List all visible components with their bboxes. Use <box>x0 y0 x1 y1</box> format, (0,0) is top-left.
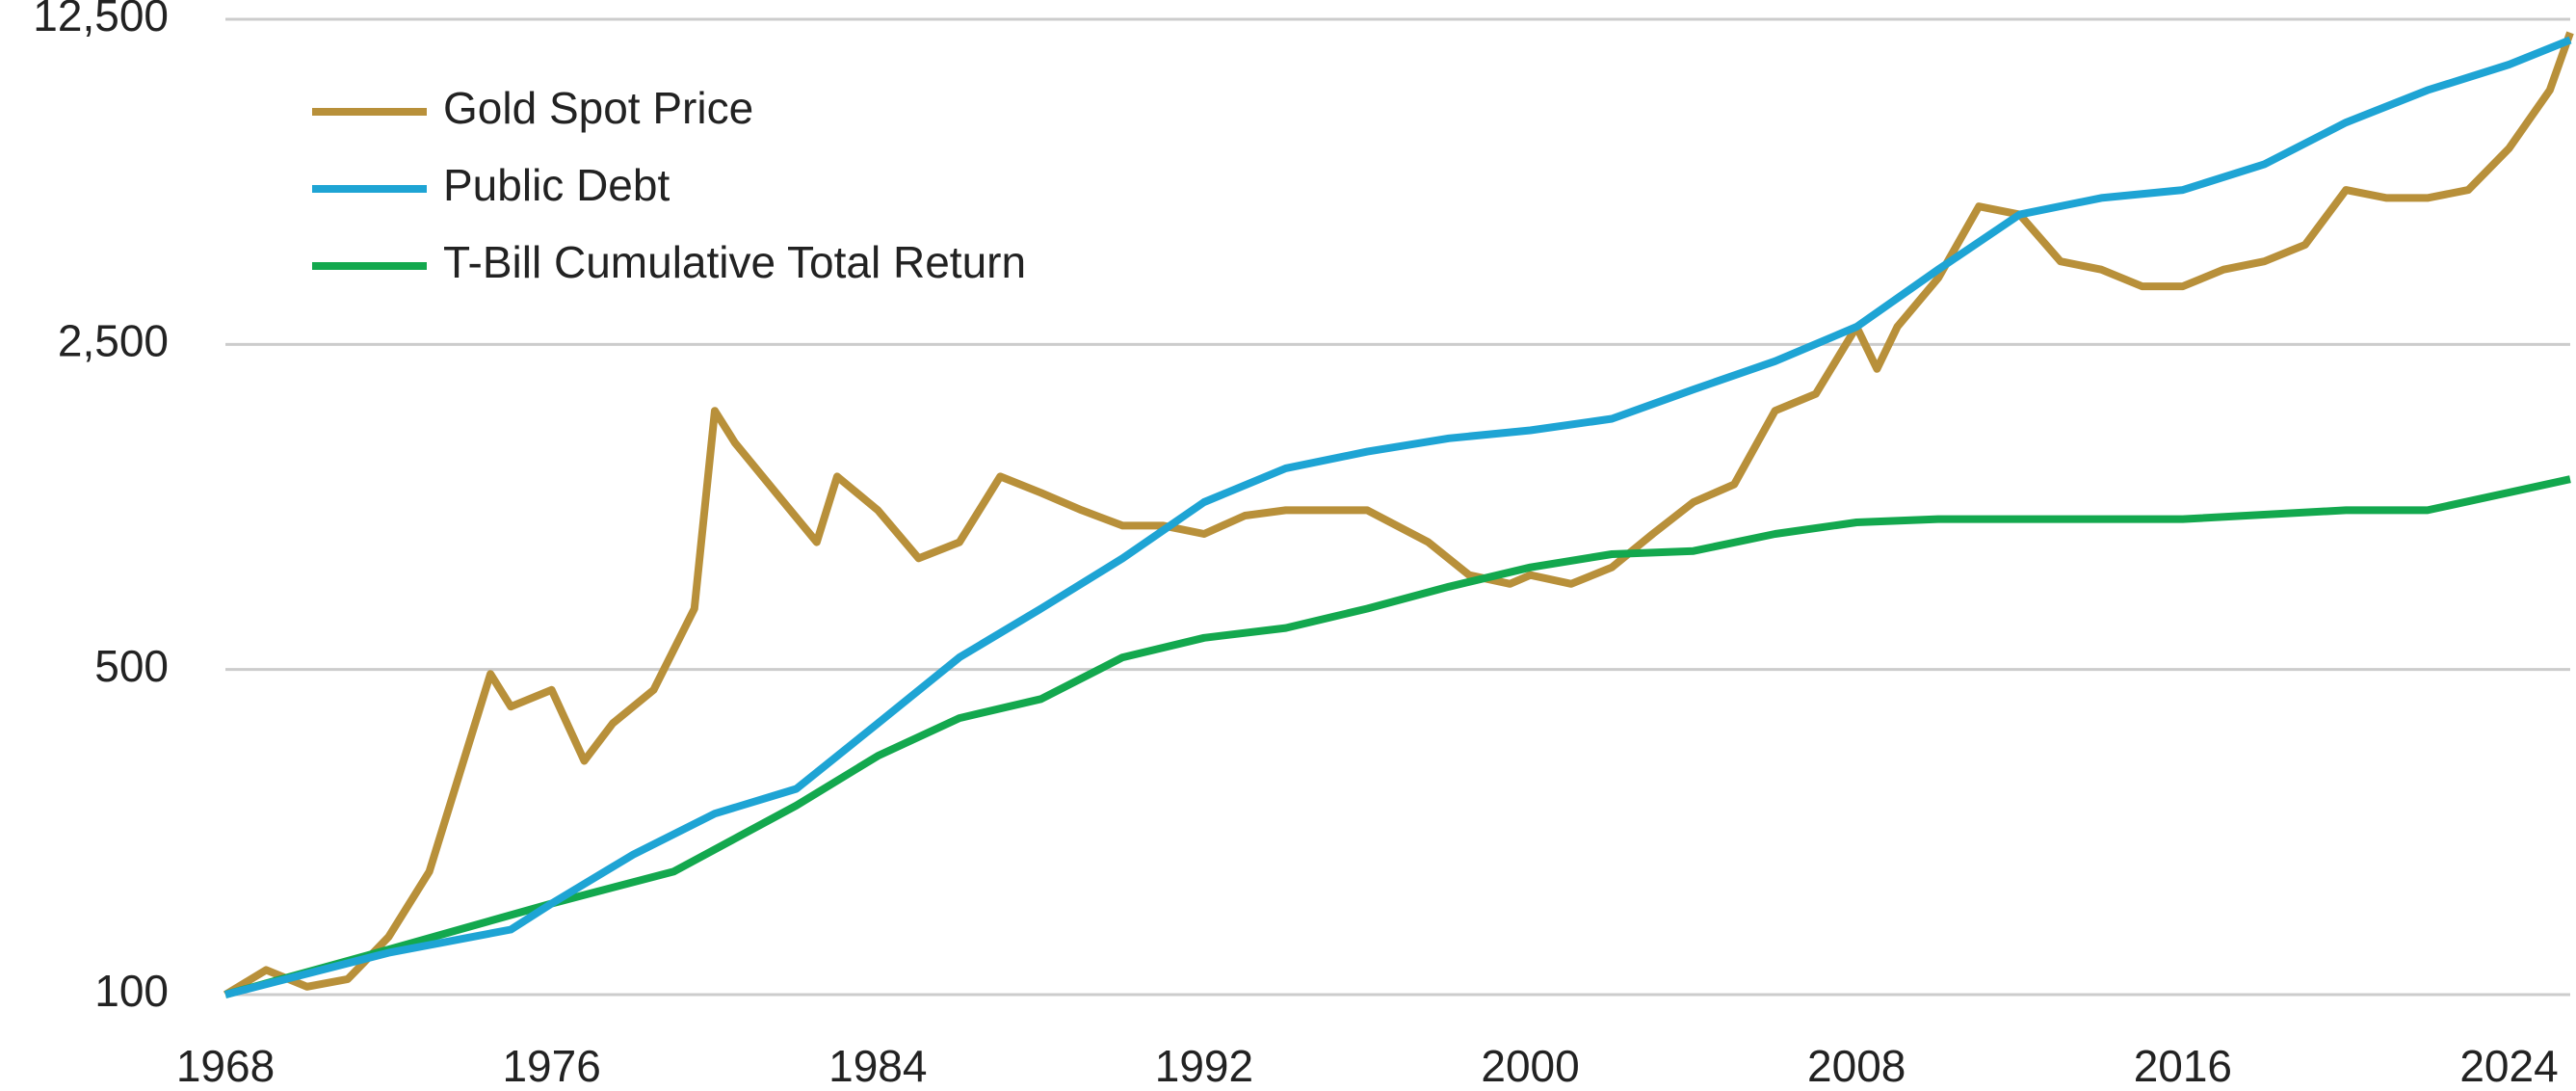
x-tick-label: 2008 <box>1807 1041 1906 1091</box>
y-tick-label: 500 <box>94 641 169 691</box>
x-tick-label: 2016 <box>2134 1041 2232 1091</box>
y-tick-label: 12,500 <box>33 0 169 40</box>
y-tick-label: 2,500 <box>58 315 169 365</box>
legend-label: Public Debt <box>443 160 670 210</box>
series-line <box>224 36 2572 998</box>
x-tick-label: 1984 <box>828 1041 927 1091</box>
legend-label: Gold Spot Price <box>443 83 753 133</box>
legend-label: T-Bill Cumulative Total Return <box>443 237 1026 287</box>
x-tick-label: 1976 <box>502 1041 600 1091</box>
series-line <box>223 475 2571 998</box>
x-tick-label: 2024 <box>2459 1041 2558 1091</box>
series-line <box>223 31 2574 998</box>
x-tick-label: 1992 <box>1155 1041 1253 1091</box>
y-tick-label: 100 <box>94 966 169 1016</box>
x-tick-label: 2000 <box>1481 1041 1579 1091</box>
x-tick-label: 1968 <box>176 1041 275 1091</box>
